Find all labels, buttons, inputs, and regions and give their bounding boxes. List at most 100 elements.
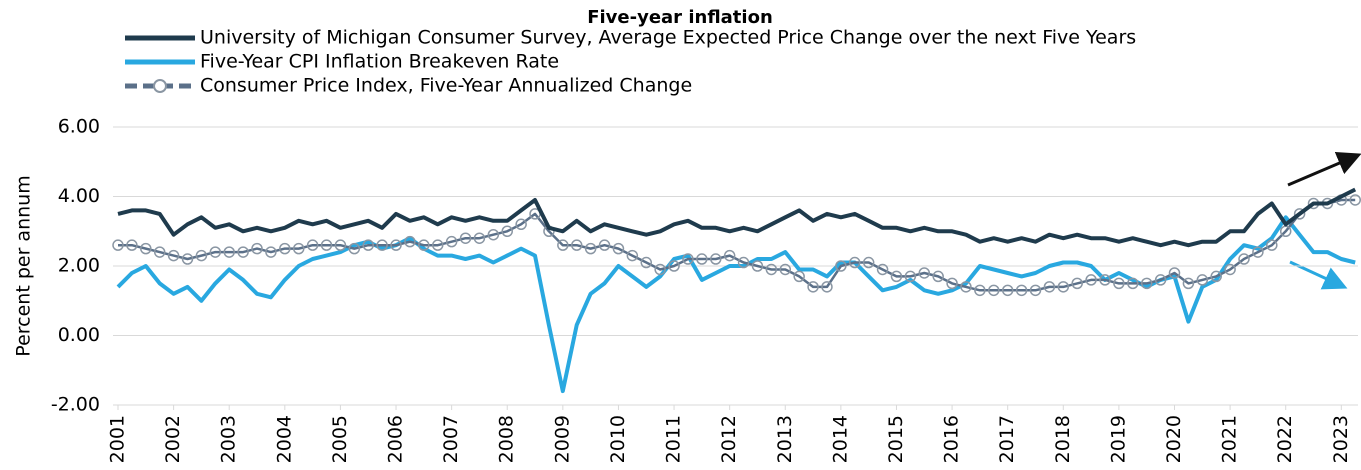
series-marker bbox=[167, 249, 180, 262]
x-tick-label: 2023 bbox=[1330, 415, 1352, 463]
series-line bbox=[116, 215, 1356, 394]
series-marker bbox=[1154, 274, 1167, 286]
x-tick-label: 2001 bbox=[107, 415, 129, 463]
x-tick-label: 2007 bbox=[440, 415, 462, 463]
x-tick-label: 2016 bbox=[941, 415, 963, 463]
series-marker bbox=[1099, 274, 1111, 286]
series-marker bbox=[640, 256, 653, 269]
legend-label: Consumer Price Index, Five-Year Annualiz… bbox=[200, 75, 692, 97]
x-tick-label: 2003 bbox=[218, 415, 240, 463]
series-marker bbox=[904, 270, 917, 283]
x-tick-label: 2014 bbox=[829, 415, 851, 463]
series-marker bbox=[431, 239, 444, 251]
series-marker bbox=[960, 281, 972, 293]
series-marker bbox=[153, 246, 166, 258]
x-tick-label: 2017 bbox=[996, 415, 1018, 463]
series-marker bbox=[1085, 274, 1097, 286]
series-marker bbox=[751, 260, 764, 272]
legend-marker bbox=[153, 79, 167, 93]
series-marker bbox=[862, 256, 875, 269]
x-tick-label: 2010 bbox=[607, 415, 629, 463]
x-tick-label: 2011 bbox=[663, 415, 685, 463]
series-marker bbox=[237, 246, 249, 258]
series-marker bbox=[515, 218, 527, 231]
y-tick-label: 4.00 bbox=[58, 185, 100, 207]
series-marker bbox=[1029, 284, 1042, 297]
series-marker bbox=[348, 242, 361, 255]
x-tick-label: 2018 bbox=[1052, 415, 1074, 463]
x-tick-label: 2004 bbox=[273, 415, 295, 463]
series-marker bbox=[195, 249, 208, 262]
series-marker bbox=[306, 239, 319, 251]
series-marker bbox=[320, 239, 333, 251]
series-marker bbox=[779, 263, 792, 276]
series-marker bbox=[181, 253, 194, 265]
x-tick-label: 2006 bbox=[385, 415, 407, 463]
series-marker bbox=[1127, 277, 1139, 290]
x-tick-label: 2015 bbox=[885, 415, 907, 463]
series-marker bbox=[1071, 277, 1083, 290]
series-marker bbox=[570, 239, 583, 251]
series-marker bbox=[849, 256, 861, 269]
series-marker bbox=[598, 239, 611, 251]
series-marker bbox=[807, 281, 819, 293]
series-marker bbox=[1349, 194, 1361, 206]
series-marker bbox=[835, 260, 847, 272]
series-marker bbox=[1043, 281, 1056, 293]
series-marker bbox=[362, 239, 374, 251]
series-marker bbox=[974, 284, 986, 297]
series-marker bbox=[584, 242, 597, 255]
series-marker bbox=[654, 263, 666, 276]
series-marker bbox=[682, 253, 694, 265]
series-marker bbox=[710, 253, 722, 265]
series-marker bbox=[445, 235, 458, 248]
x-tick-label: 2021 bbox=[1219, 415, 1241, 463]
legend-label: Five-Year CPI Inflation Breakeven Rate bbox=[200, 51, 559, 73]
series-marker bbox=[390, 239, 402, 251]
arrow-up bbox=[1287, 152, 1361, 187]
x-tick-label: 2020 bbox=[1163, 415, 1185, 463]
series-marker bbox=[418, 239, 430, 251]
series-marker bbox=[223, 246, 235, 258]
y-axis-label: Percent per annum bbox=[13, 175, 35, 356]
series-marker bbox=[737, 256, 750, 269]
series-marker bbox=[1168, 267, 1181, 279]
series-marker bbox=[1252, 246, 1264, 258]
series-marker bbox=[209, 246, 222, 258]
series-marker bbox=[473, 232, 486, 244]
x-tick-label: 2009 bbox=[551, 415, 573, 463]
series-marker bbox=[696, 253, 708, 265]
series-marker bbox=[501, 225, 513, 237]
series-marker bbox=[1113, 277, 1125, 290]
series-marker bbox=[1182, 277, 1195, 290]
legend-label: University of Michigan Consumer Survey, … bbox=[200, 27, 1136, 49]
y-tick-label: -2.00 bbox=[51, 394, 100, 416]
series-marker bbox=[1057, 281, 1070, 293]
x-tick-label: 2013 bbox=[774, 415, 796, 463]
x-tick-label: 2022 bbox=[1274, 415, 1296, 463]
series-marker bbox=[890, 270, 903, 283]
series-marker bbox=[376, 239, 388, 251]
series-marker bbox=[1015, 284, 1028, 297]
series-marker bbox=[1196, 274, 1209, 286]
series-marker bbox=[876, 263, 889, 276]
series-marker bbox=[140, 242, 152, 255]
series-marker bbox=[459, 232, 472, 244]
series-marker bbox=[668, 260, 680, 272]
series-marker bbox=[1210, 270, 1222, 283]
series-marker bbox=[1266, 239, 1278, 251]
series-marker bbox=[251, 242, 263, 255]
series-marker bbox=[626, 249, 639, 262]
series-line bbox=[118, 198, 1356, 292]
series-marker bbox=[1224, 263, 1236, 276]
series-marker bbox=[126, 239, 138, 251]
x-tick-label: 2008 bbox=[496, 415, 518, 463]
series-marker bbox=[988, 284, 1000, 297]
series-marker bbox=[557, 239, 569, 251]
y-tick-label: 6.00 bbox=[58, 116, 100, 138]
y-tick-label: 0.00 bbox=[58, 324, 100, 346]
series-marker bbox=[793, 270, 805, 283]
series-marker bbox=[1238, 253, 1250, 265]
